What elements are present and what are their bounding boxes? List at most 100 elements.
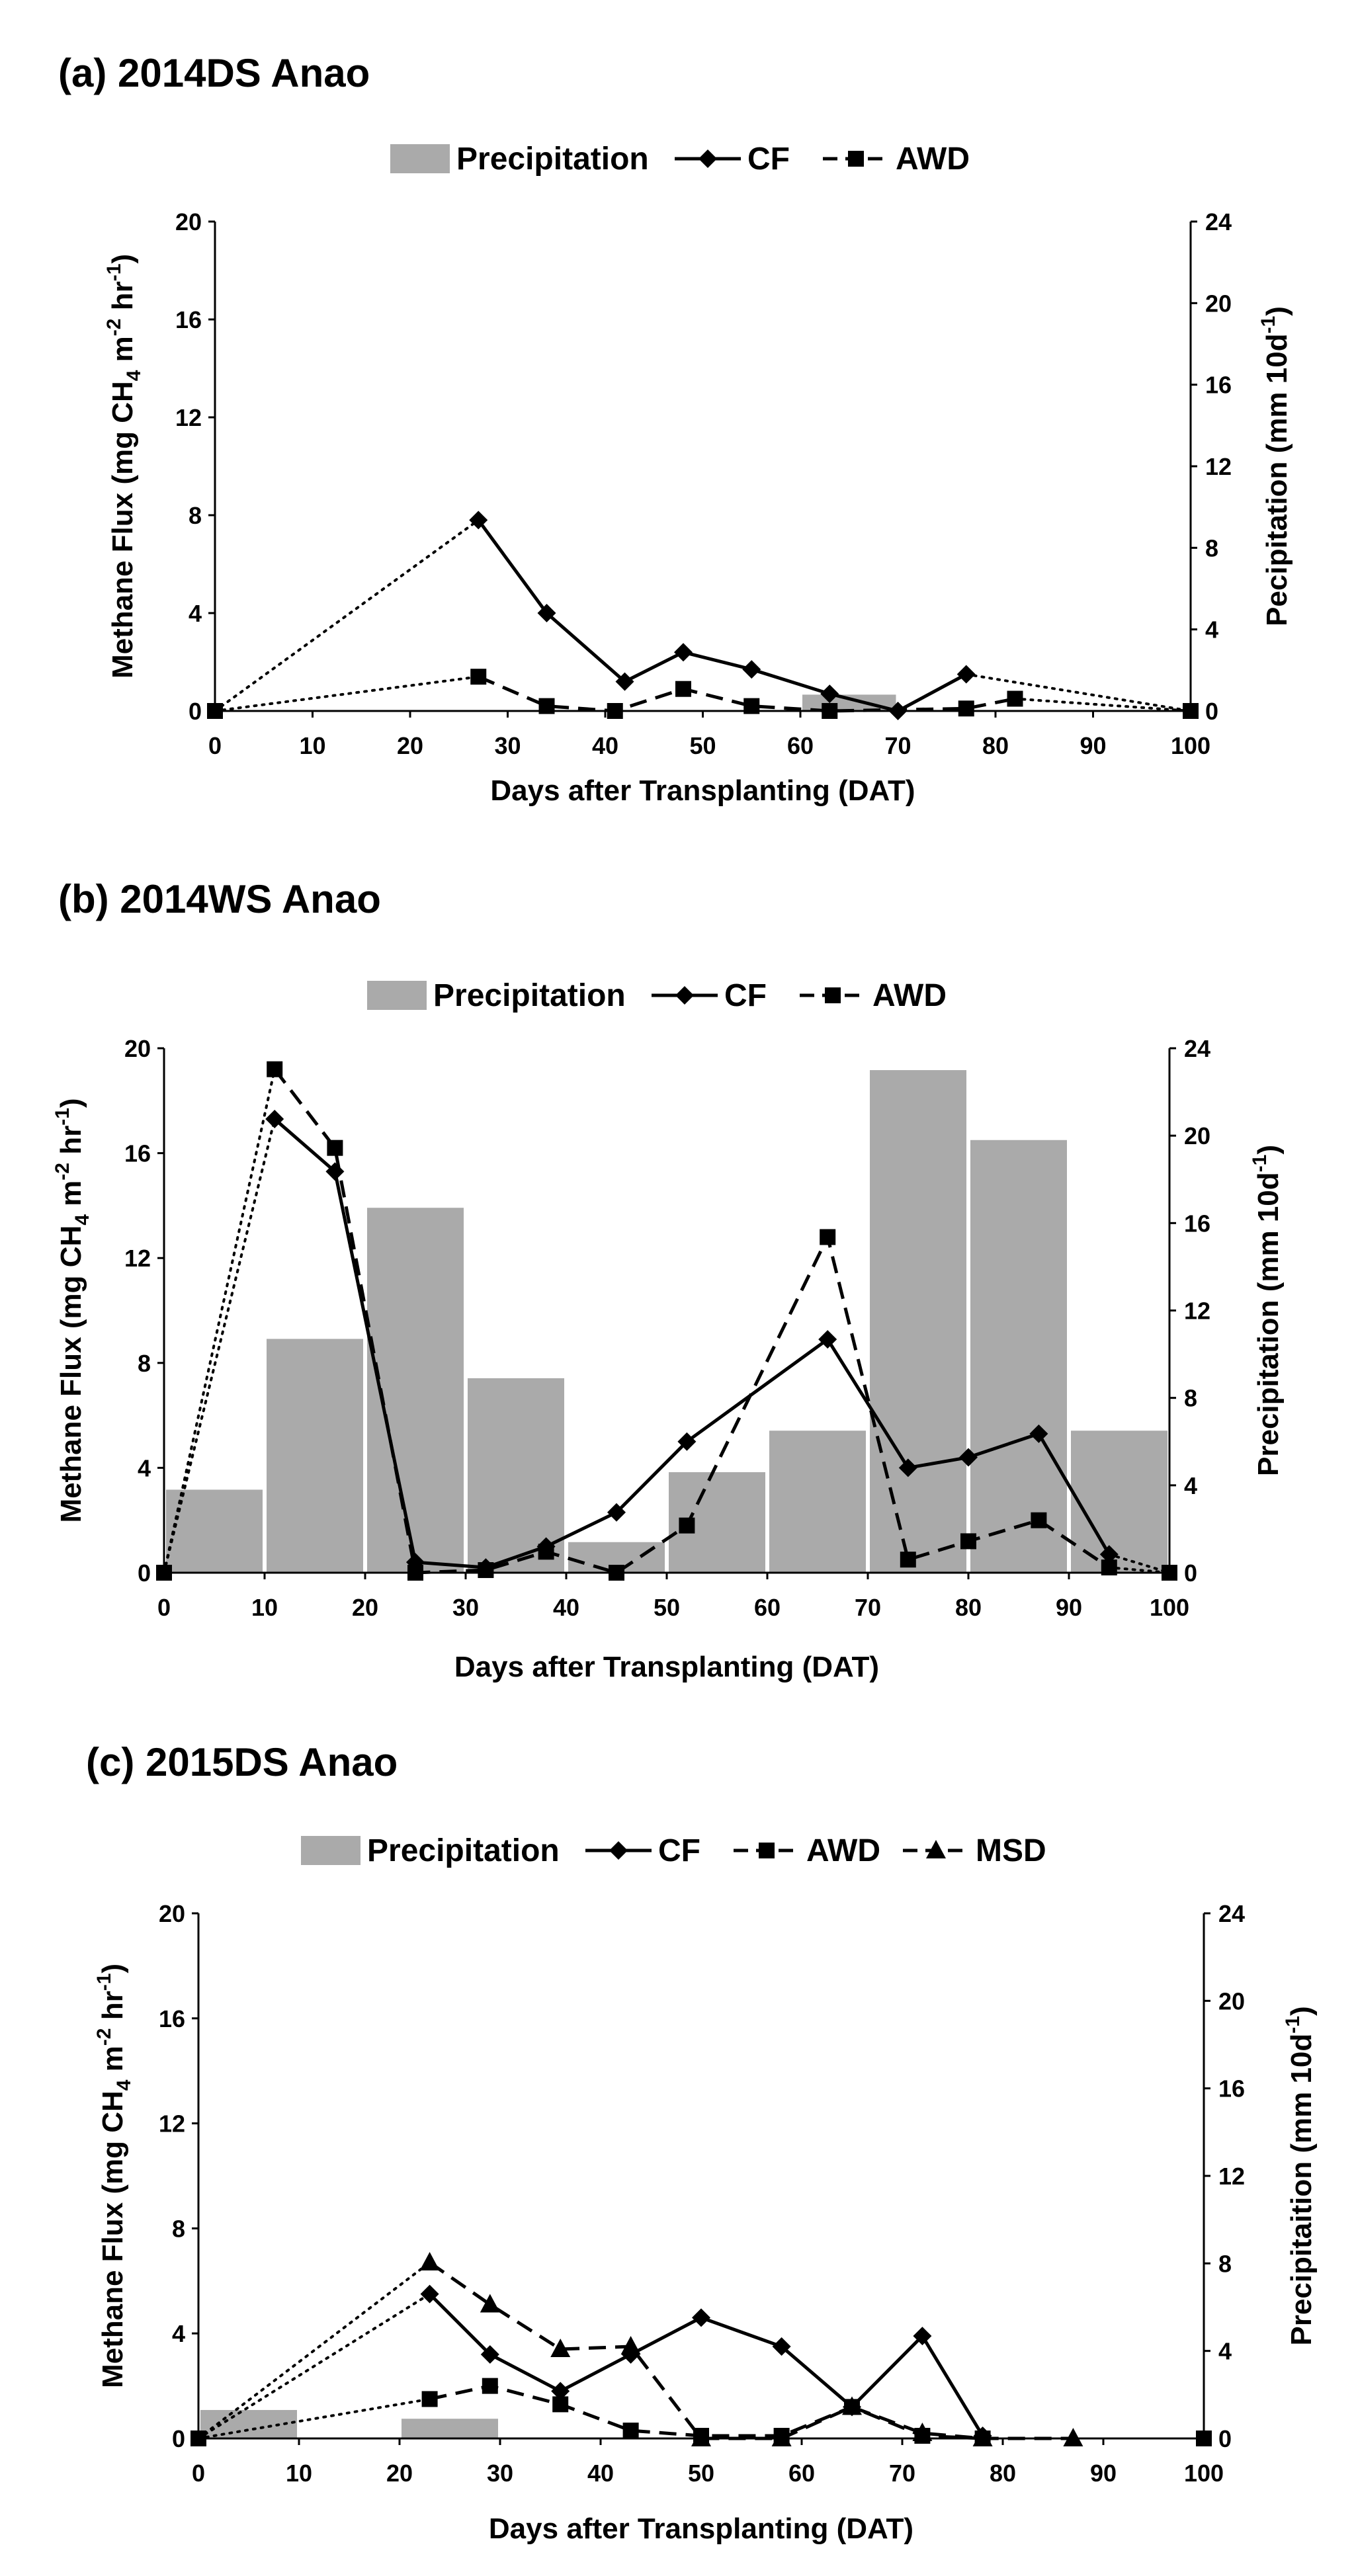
series-awd (163, 1061, 1171, 1581)
x-tick-label: 60 (754, 1594, 781, 1621)
data-point (1007, 690, 1023, 707)
y-tick-label: 16 (124, 1140, 151, 1167)
data-point (607, 1503, 626, 1522)
y-axis-label-part: Methane Flux (mg CH (55, 1226, 87, 1523)
y-axis-label-part: 4 (113, 2079, 135, 2091)
legend-swatch (390, 144, 450, 173)
data-point (679, 1517, 695, 1534)
y-axis-label-part: hr (106, 281, 139, 318)
data-point (900, 1552, 916, 1568)
data-point (956, 665, 976, 684)
x-tick-label: 0 (157, 1594, 171, 1621)
data-point (960, 1533, 976, 1550)
y2-tick-label: 20 (1205, 290, 1232, 317)
y-axis-label-part: -2 (103, 319, 125, 337)
x-tick-label: 20 (397, 732, 423, 759)
y2-tick-label: 0 (1205, 698, 1218, 725)
y2-tick-label: 4 (1218, 2338, 1232, 2365)
x-tick-label: 30 (452, 1594, 479, 1621)
y-axis-label-part: hr (55, 1126, 87, 1163)
precipitation-bar (267, 1339, 363, 1573)
data-point (265, 1110, 284, 1129)
data-point (480, 2294, 500, 2313)
y-tick-label: 0 (172, 2425, 185, 2452)
series-connector (1107, 1553, 1171, 1574)
data-point (622, 2423, 639, 2439)
x-tick-label: 70 (884, 732, 911, 759)
y-axis-label-part: m (97, 2046, 129, 2079)
data-point (772, 2337, 791, 2356)
x-tick-label: 80 (990, 2460, 1016, 2487)
y2-tick-label: 0 (1184, 1559, 1197, 1587)
x-tick-label: 10 (299, 732, 325, 759)
legend-marker (675, 986, 694, 1005)
chart-panel-b: (b) 2014WS Anao 0 10 20 30 40 50 60 70 80 90 100 0 4… (0, 847, 1356, 1706)
precipitation-bar (402, 2419, 498, 2438)
series-connector (964, 673, 1192, 712)
precipitation-bar (367, 1208, 464, 1573)
y-tick-label: 16 (159, 2005, 185, 2032)
legend-marker (609, 1841, 628, 1860)
y-tick-label: 8 (172, 2215, 185, 2242)
chart-svg: 0 10 20 30 40 50 60 70 80 90 100 0 4 8 12 16 20 0 4 8 12 16 20… (52, 978, 1285, 1683)
legend-marker (759, 1843, 775, 1858)
precipitation-bar (200, 2409, 297, 2438)
data-point (675, 681, 691, 697)
series-line (429, 2261, 1074, 2440)
data-point (1162, 1565, 1177, 1581)
y2-tick-label: 8 (1218, 2250, 1232, 2277)
data-point (1029, 1424, 1048, 1443)
data-point (742, 660, 761, 679)
data-point (1196, 2431, 1212, 2446)
x-tick-label: 50 (654, 1594, 680, 1621)
series-cf (214, 511, 1192, 720)
y2-axis-label-part: ) (1252, 1145, 1285, 1155)
x-tick-label: 10 (251, 1594, 278, 1621)
y-tick-label: 12 (175, 404, 202, 431)
data-point (406, 1553, 425, 1572)
data-point (912, 2423, 933, 2442)
legend-marker (699, 149, 717, 168)
y2-tick-label: 8 (1205, 534, 1218, 561)
data-point (609, 1565, 624, 1581)
data-point (537, 604, 556, 622)
y2-tick-label: 0 (1218, 2425, 1232, 2452)
chart-panel-a: (a) 2014DS Anao 0 10 20 30 40 50 60 70 80 90 100 0 4… (0, 0, 1356, 847)
x-axis-label: Days after Transplanting (DAT) (490, 774, 915, 807)
y2-tick-label: 24 (1218, 1900, 1245, 1927)
data-point (480, 2345, 499, 2364)
y-axis-label-part: ) (55, 1098, 87, 1108)
y-tick-label: 4 (172, 2320, 185, 2347)
y-tick-label: 20 (159, 1900, 185, 1927)
series-connector (163, 1118, 276, 1574)
data-point (407, 1565, 423, 1581)
legend-label: CF (747, 142, 790, 177)
x-tick-label: 100 (1150, 1594, 1189, 1621)
data-point (469, 511, 488, 530)
data-point (972, 2428, 993, 2446)
y-axis-label-part: -2 (52, 1163, 73, 1181)
data-point (325, 1162, 345, 1181)
y2-axis-label-part: Precipitaition (mm 10d (1285, 2034, 1318, 2346)
y-tick-label: 12 (124, 1245, 151, 1272)
x-tick-label: 40 (553, 1594, 579, 1621)
legend: Precipitation CF AWD (390, 142, 970, 177)
series-connector (1013, 697, 1192, 712)
y2-tick-label: 4 (1184, 1472, 1197, 1499)
legend-label: AWD (806, 1833, 880, 1868)
legend-label: Precipitation (367, 1833, 560, 1868)
data-point (913, 2327, 932, 2346)
series-connector (1107, 1566, 1171, 1574)
data-point (478, 1562, 494, 1579)
y2-axis-label: Precipitation (mm 10d-1) (1249, 1145, 1285, 1476)
data-point (420, 2284, 439, 2304)
x-tick-label: 100 (1184, 2460, 1224, 2487)
y-axis-label-part: -2 (93, 2028, 115, 2046)
data-point (538, 1544, 554, 1560)
precipitation-bar (1071, 1431, 1167, 1573)
chart-title: (c) 2015DS Anao (86, 1740, 398, 1784)
y2-tick-label: 12 (1218, 2163, 1245, 2190)
legend-label: CF (658, 1833, 700, 1868)
y-axis-label-part: hr (97, 1991, 129, 2028)
legend-swatch (301, 1836, 360, 1865)
